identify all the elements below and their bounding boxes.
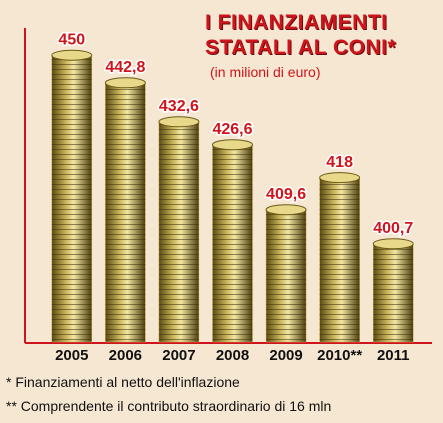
value-label: 409,6: [266, 186, 306, 203]
x-tick-label: 2010**: [317, 347, 362, 364]
value-label: 426,6: [212, 121, 252, 138]
value-label: 450: [58, 31, 85, 48]
footnote: * Finanziamenti al netto dell'inflazione: [6, 374, 240, 390]
coin-top: [158, 116, 200, 128]
bar-texture: [266, 209, 307, 342]
coin-top: [372, 238, 414, 250]
coin-top: [212, 139, 253, 151]
bar-texture: [158, 121, 199, 342]
bar-texture: [105, 82, 146, 342]
chart-title: I FINANZIAMENTI STATALI AL CONI*: [205, 11, 397, 59]
coin-top: [51, 49, 93, 61]
value-label: 400,7: [373, 220, 413, 237]
x-tick-label: 2009: [269, 347, 302, 364]
bar-texture: [51, 55, 92, 343]
coin-top: [319, 172, 361, 184]
x-tick-label: 2006: [109, 347, 142, 364]
value-label: 418: [326, 154, 353, 171]
x-tick-label: 2007: [162, 347, 195, 364]
x-tick-label: 2005: [55, 347, 88, 364]
x-tick-label: 2008: [216, 347, 249, 364]
x-tick-label: 2011: [377, 347, 410, 364]
value-label: 442,8: [105, 59, 145, 76]
footnote: ** Comprendente il contributo straordina…: [6, 398, 332, 414]
chart-subtitle: (in milioni di euro): [210, 64, 321, 80]
bar-texture: [212, 144, 253, 342]
coin-top: [104, 77, 146, 89]
value-label: 432,6: [159, 98, 199, 115]
bar-texture: [373, 243, 414, 342]
bar-texture: [319, 177, 360, 342]
coin-top: [265, 204, 307, 216]
